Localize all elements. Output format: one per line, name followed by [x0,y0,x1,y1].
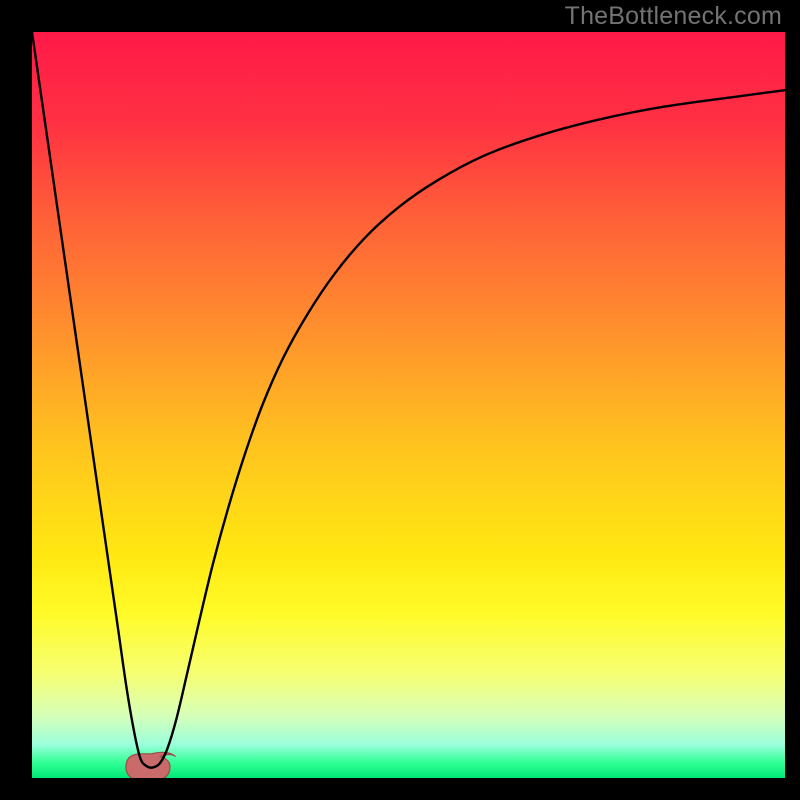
watermark-text: TheBottleneck.com [565,2,782,31]
chart-area [32,32,785,778]
chart-svg [32,32,785,778]
plot-background [32,32,785,778]
